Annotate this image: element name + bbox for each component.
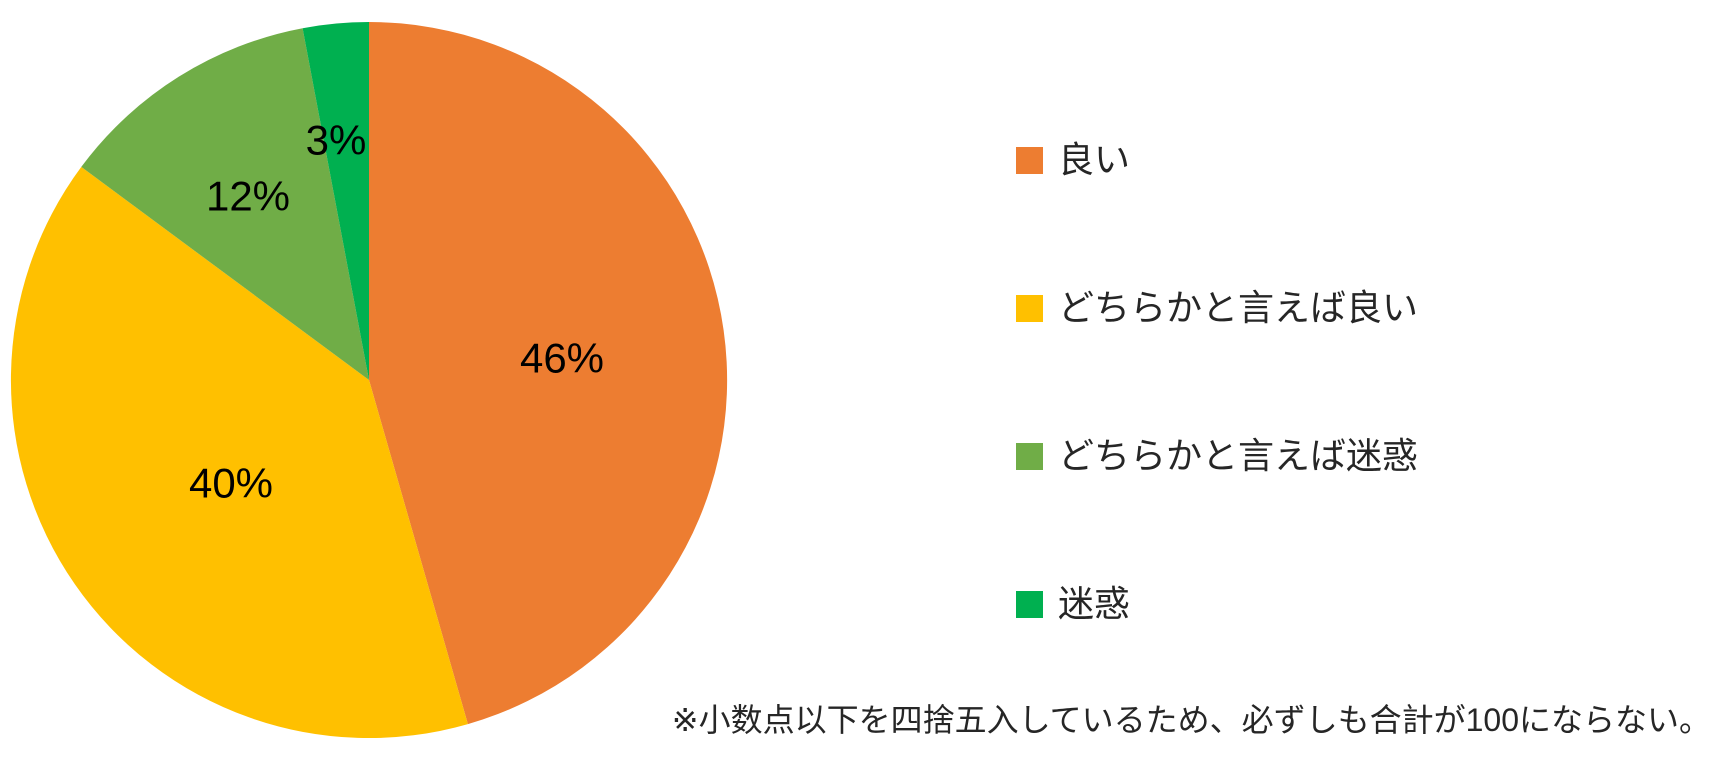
pie-label-rather-good: 40% xyxy=(189,460,273,507)
pie-label-rather-annoying: 12% xyxy=(206,173,290,220)
pie-slice-rather-annoying xyxy=(81,28,370,380)
pie-slice-good xyxy=(369,21,728,725)
pie-slice-rather-good xyxy=(10,166,468,739)
pie-label-annoying: 3% xyxy=(306,117,367,164)
footnote: ※小数点以下を四捨五入しているため、必ずしも合計が100にならない。 xyxy=(671,702,1711,738)
pie-slice-annoying xyxy=(302,21,369,380)
pie-label-good: 46% xyxy=(520,335,604,382)
